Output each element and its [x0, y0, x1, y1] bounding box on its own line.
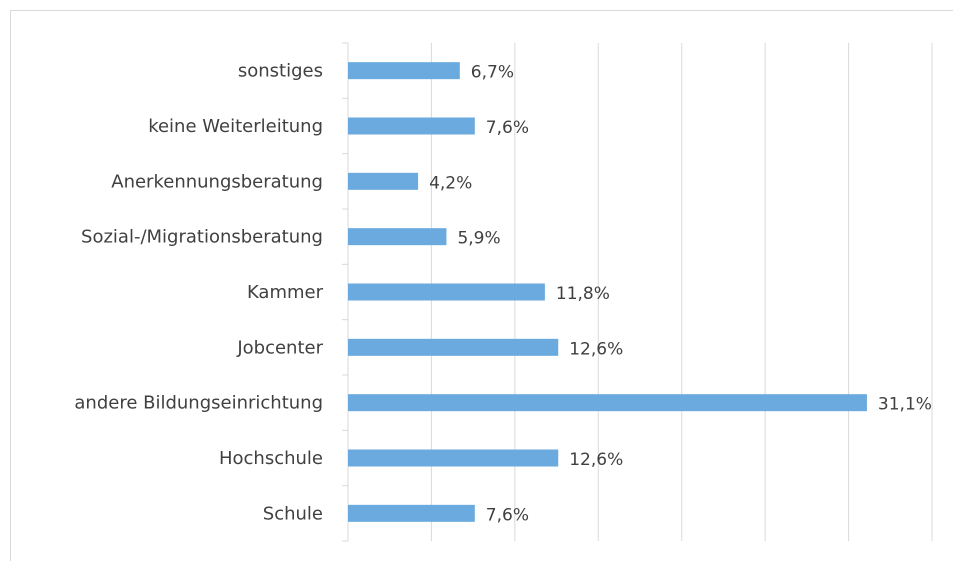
data-label: 6,7% — [471, 63, 514, 83]
data-label: 11,8% — [556, 284, 610, 304]
data-label: 31,1% — [878, 395, 932, 415]
bar — [348, 394, 867, 412]
data-label: 7,6% — [486, 118, 529, 138]
data-label: 12,6% — [569, 450, 623, 470]
bar — [348, 172, 419, 190]
category-label: Anerkennungsberatung — [111, 171, 323, 192]
category-label: sonstiges — [238, 61, 323, 82]
category-label: Hochschule — [219, 448, 323, 469]
bar — [348, 449, 559, 467]
bar — [348, 62, 460, 80]
data-label: 7,6% — [486, 505, 529, 525]
bar — [348, 117, 475, 135]
data-label: 4,2% — [429, 173, 472, 193]
category-label: Schule — [263, 503, 323, 524]
data-label: 12,6% — [569, 339, 623, 359]
data-label: 5,9% — [457, 229, 500, 249]
category-label: keine Weiterleitung — [148, 116, 323, 137]
category-label: andere Bildungseinrichtung — [74, 393, 323, 414]
chart-frame — [10, 10, 953, 561]
bar — [348, 338, 559, 356]
bar — [348, 283, 545, 301]
category-label: Sozial-/Migrationsberatung — [81, 227, 323, 248]
category-label: Jobcenter — [236, 337, 323, 358]
bar — [348, 228, 447, 246]
category-label: Kammer — [247, 282, 324, 303]
bar — [348, 504, 475, 522]
